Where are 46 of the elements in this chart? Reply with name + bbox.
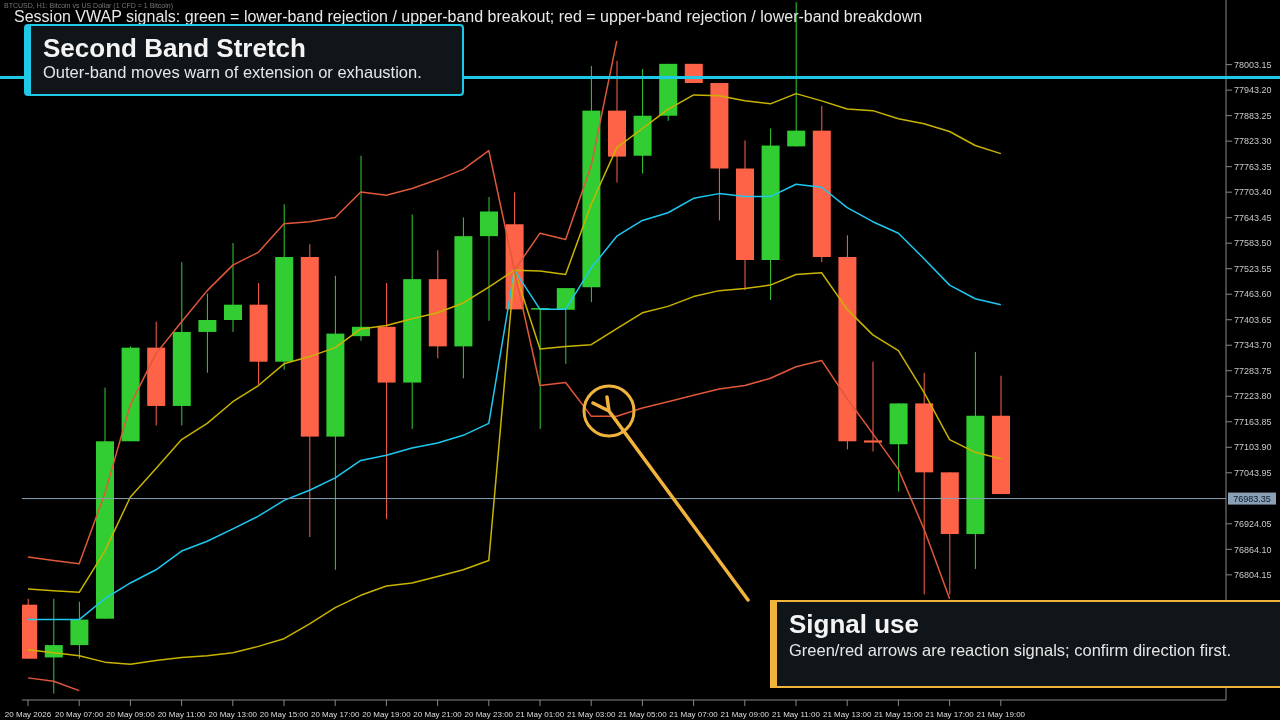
y-tick-label: 77403.65 <box>1234 314 1272 325</box>
x-tick-label: 20 May 23:00 <box>464 710 514 719</box>
x-tick-label: 21 May 15:00 <box>874 710 924 719</box>
x-tick-label: 20 May 07:00 <box>54 710 104 719</box>
annotation: Second Band Stretch <box>43 33 307 63</box>
x-tick-label: 20 May 11:00 <box>157 710 207 719</box>
x-tick-label: 21 May 17:00 <box>925 710 975 719</box>
y-tick-label: 77643.45 <box>1234 212 1272 223</box>
x-tick-label: 20 May 17:00 <box>310 710 360 719</box>
y-tick-label: 77583.50 <box>1234 238 1272 249</box>
x-tick-label: 21 May 13:00 <box>822 710 872 719</box>
y-tick-label: 76924.05 <box>1234 519 1272 529</box>
y-tick-label: 76804.15 <box>1234 570 1272 581</box>
x-tick-label: 21 May 05:00 <box>618 710 668 719</box>
x-tick-label: 20 May 09:00 <box>106 710 156 719</box>
y-tick-label: 77283.75 <box>1234 365 1272 376</box>
y-tick-label: 77883.25 <box>1234 110 1272 121</box>
y-tick-label: 77163.85 <box>1234 416 1272 427</box>
y-tick-label: 77523.55 <box>1234 263 1272 274</box>
y-tick-label: 77103.90 <box>1234 442 1272 453</box>
x-tick-label: 21 May 09:00 <box>720 710 770 719</box>
y-tick-label: 77223.80 <box>1234 391 1272 402</box>
x-tick-label: 21 May 03:00 <box>566 710 616 719</box>
x-tick-label: 21 May 07:00 <box>669 710 719 719</box>
x-tick-label: 20 May 21:00 <box>413 710 463 719</box>
y-tick-label: 77823.30 <box>1234 136 1272 147</box>
y-tick-label: 78003.15 <box>1234 59 1272 70</box>
x-tick-label: 20 May 19:00 <box>362 710 412 719</box>
y-tick-label: 77763.35 <box>1234 161 1272 172</box>
annotation: Outer-band moves warn of extension or exhaustion. <box>43 62 423 82</box>
y-tick-label: 76864.10 <box>1234 544 1272 555</box>
y-tick-label: 77703.40 <box>1234 187 1272 198</box>
y-tick-label: 77943.20 <box>1234 85 1272 96</box>
info-card: Second Band Stretch Outer-band moves warn of extension or exhaustion. <box>24 24 464 96</box>
y-tick-label: 77043.95 <box>1234 467 1272 478</box>
x-tick-label: 21 May 01:00 <box>515 710 565 719</box>
y-tick-label: 77463.60 <box>1234 289 1272 300</box>
x-tick-label: 20 May 13:00 <box>208 710 258 719</box>
ref-line-label: 76983.35 <box>1233 493 1271 504</box>
x-tick-label: 20 May 2026 <box>4 710 52 719</box>
annotation: Green/red arrows are reaction signals; confirm direction first. <box>789 640 1232 661</box>
annotation: Signal use <box>789 609 921 639</box>
x-tick-label: 21 May 19:00 <box>976 710 1026 719</box>
x-tick-label: 20 May 15:00 <box>259 710 309 719</box>
x-tick-label: 21 May 11:00 <box>772 710 821 719</box>
y-tick-label: 77343.70 <box>1234 340 1272 351</box>
